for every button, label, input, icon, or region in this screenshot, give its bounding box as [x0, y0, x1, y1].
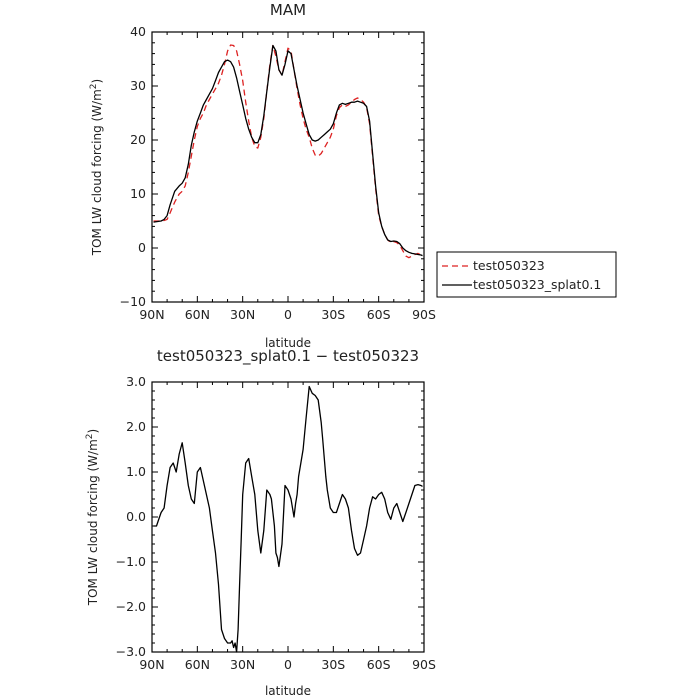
- bottom-x-tick-label: 0: [284, 657, 292, 672]
- legend: test050323 test050323_splat0.1: [436, 251, 617, 298]
- bottom-y-ticks: −3.0 −2.0 −1.0 0.0 1.0 2.0 3.0: [116, 374, 424, 659]
- top-x-tick-label: 60N: [185, 307, 210, 322]
- legend-label-series-1: test050323: [473, 258, 545, 273]
- bottom-y-tick-label: 2.0: [126, 419, 146, 434]
- bottom-y-axis-label-main: TOM LW cloud forcing (W/m: [86, 439, 100, 606]
- legend-box: [436, 251, 617, 298]
- top-x-ticks: 90N 60N 30N 0 30S 60S 90S: [139, 32, 436, 322]
- bottom-y-tick-label: −1.0: [116, 554, 146, 569]
- legend-label-series-2: test050323_splat0.1: [473, 277, 601, 292]
- bottom-y-tick-label: 0.0: [126, 509, 146, 524]
- bottom-x-tick-label: 90N: [139, 657, 164, 672]
- bottom-plot-frame: [151, 381, 425, 653]
- top-y-tick-label: 40: [130, 24, 146, 39]
- top-x-tick-label: 90S: [412, 307, 436, 322]
- top-y-axis-label-main: TOM LW cloud forcing (W/m: [90, 89, 104, 256]
- bottom-y-axis-label: TOM LW cloud forcing (W/m2): [85, 429, 100, 606]
- bottom-x-tick-label: 60S: [367, 657, 391, 672]
- top-series: [153, 44, 423, 259]
- top-y-axis-label: TOM LW cloud forcing (W/m2): [89, 79, 104, 256]
- bottom-x-tick-label: 90S: [412, 657, 436, 672]
- bottom-y-axis-label-close: ): [86, 429, 100, 434]
- bottom-x-tick-label: 60N: [185, 657, 210, 672]
- top-x-tick-label: 0: [284, 307, 292, 322]
- top-chart-title: MAM: [270, 1, 306, 19]
- bottom-y-tick-label: −3.0: [116, 644, 146, 659]
- bottom-chart-title: test050323_splat0.1 − test050323: [157, 347, 419, 366]
- top-y-tick-label: −10: [120, 294, 146, 309]
- top-plot-frame: [151, 31, 425, 303]
- chart-bottom: test050323_splat0.1 − test050323 −3.0 −2.…: [85, 347, 436, 698]
- top-y-ticks: −10 0 10 20 30 40: [120, 24, 424, 309]
- bottom-y-tick-label: −2.0: [116, 599, 146, 614]
- bottom-x-tick-label: 30N: [230, 657, 255, 672]
- bottom-x-ticks: 90N 60N 30N 0 30S 60S 90S: [139, 382, 436, 672]
- bottom-series-line-1: [153, 385, 423, 653]
- top-series-line-2: [153, 44, 423, 257]
- bottom-y-tick-label: 1.0: [126, 464, 146, 479]
- top-x-tick-label: 30S: [321, 307, 345, 322]
- bottom-x-tick-label: 30S: [321, 657, 345, 672]
- top-y-axis-label-close: ): [90, 79, 104, 84]
- top-x-axis-label: latitude: [265, 336, 311, 350]
- top-y-tick-label: 10: [130, 186, 146, 201]
- top-x-tick-label: 60S: [367, 307, 391, 322]
- chart-top: MAM −10 0 10 20 30 40 90N 60N 30N 0 30S 60S 90S lat…: [89, 1, 436, 350]
- top-y-tick-label: 20: [130, 132, 146, 147]
- top-y-axis-label-exponent: 2: [89, 83, 99, 89]
- top-x-tick-label: 30N: [230, 307, 255, 322]
- top-x-tick-label: 90N: [139, 307, 164, 322]
- bottom-y-axis-label-exponent: 2: [85, 433, 95, 439]
- top-y-tick-label: 0: [138, 240, 146, 255]
- bottom-y-tick-label: 3.0: [126, 374, 146, 389]
- top-y-tick-label: 30: [130, 78, 146, 93]
- bottom-x-axis-label: latitude: [265, 684, 311, 698]
- bottom-series: [153, 385, 423, 653]
